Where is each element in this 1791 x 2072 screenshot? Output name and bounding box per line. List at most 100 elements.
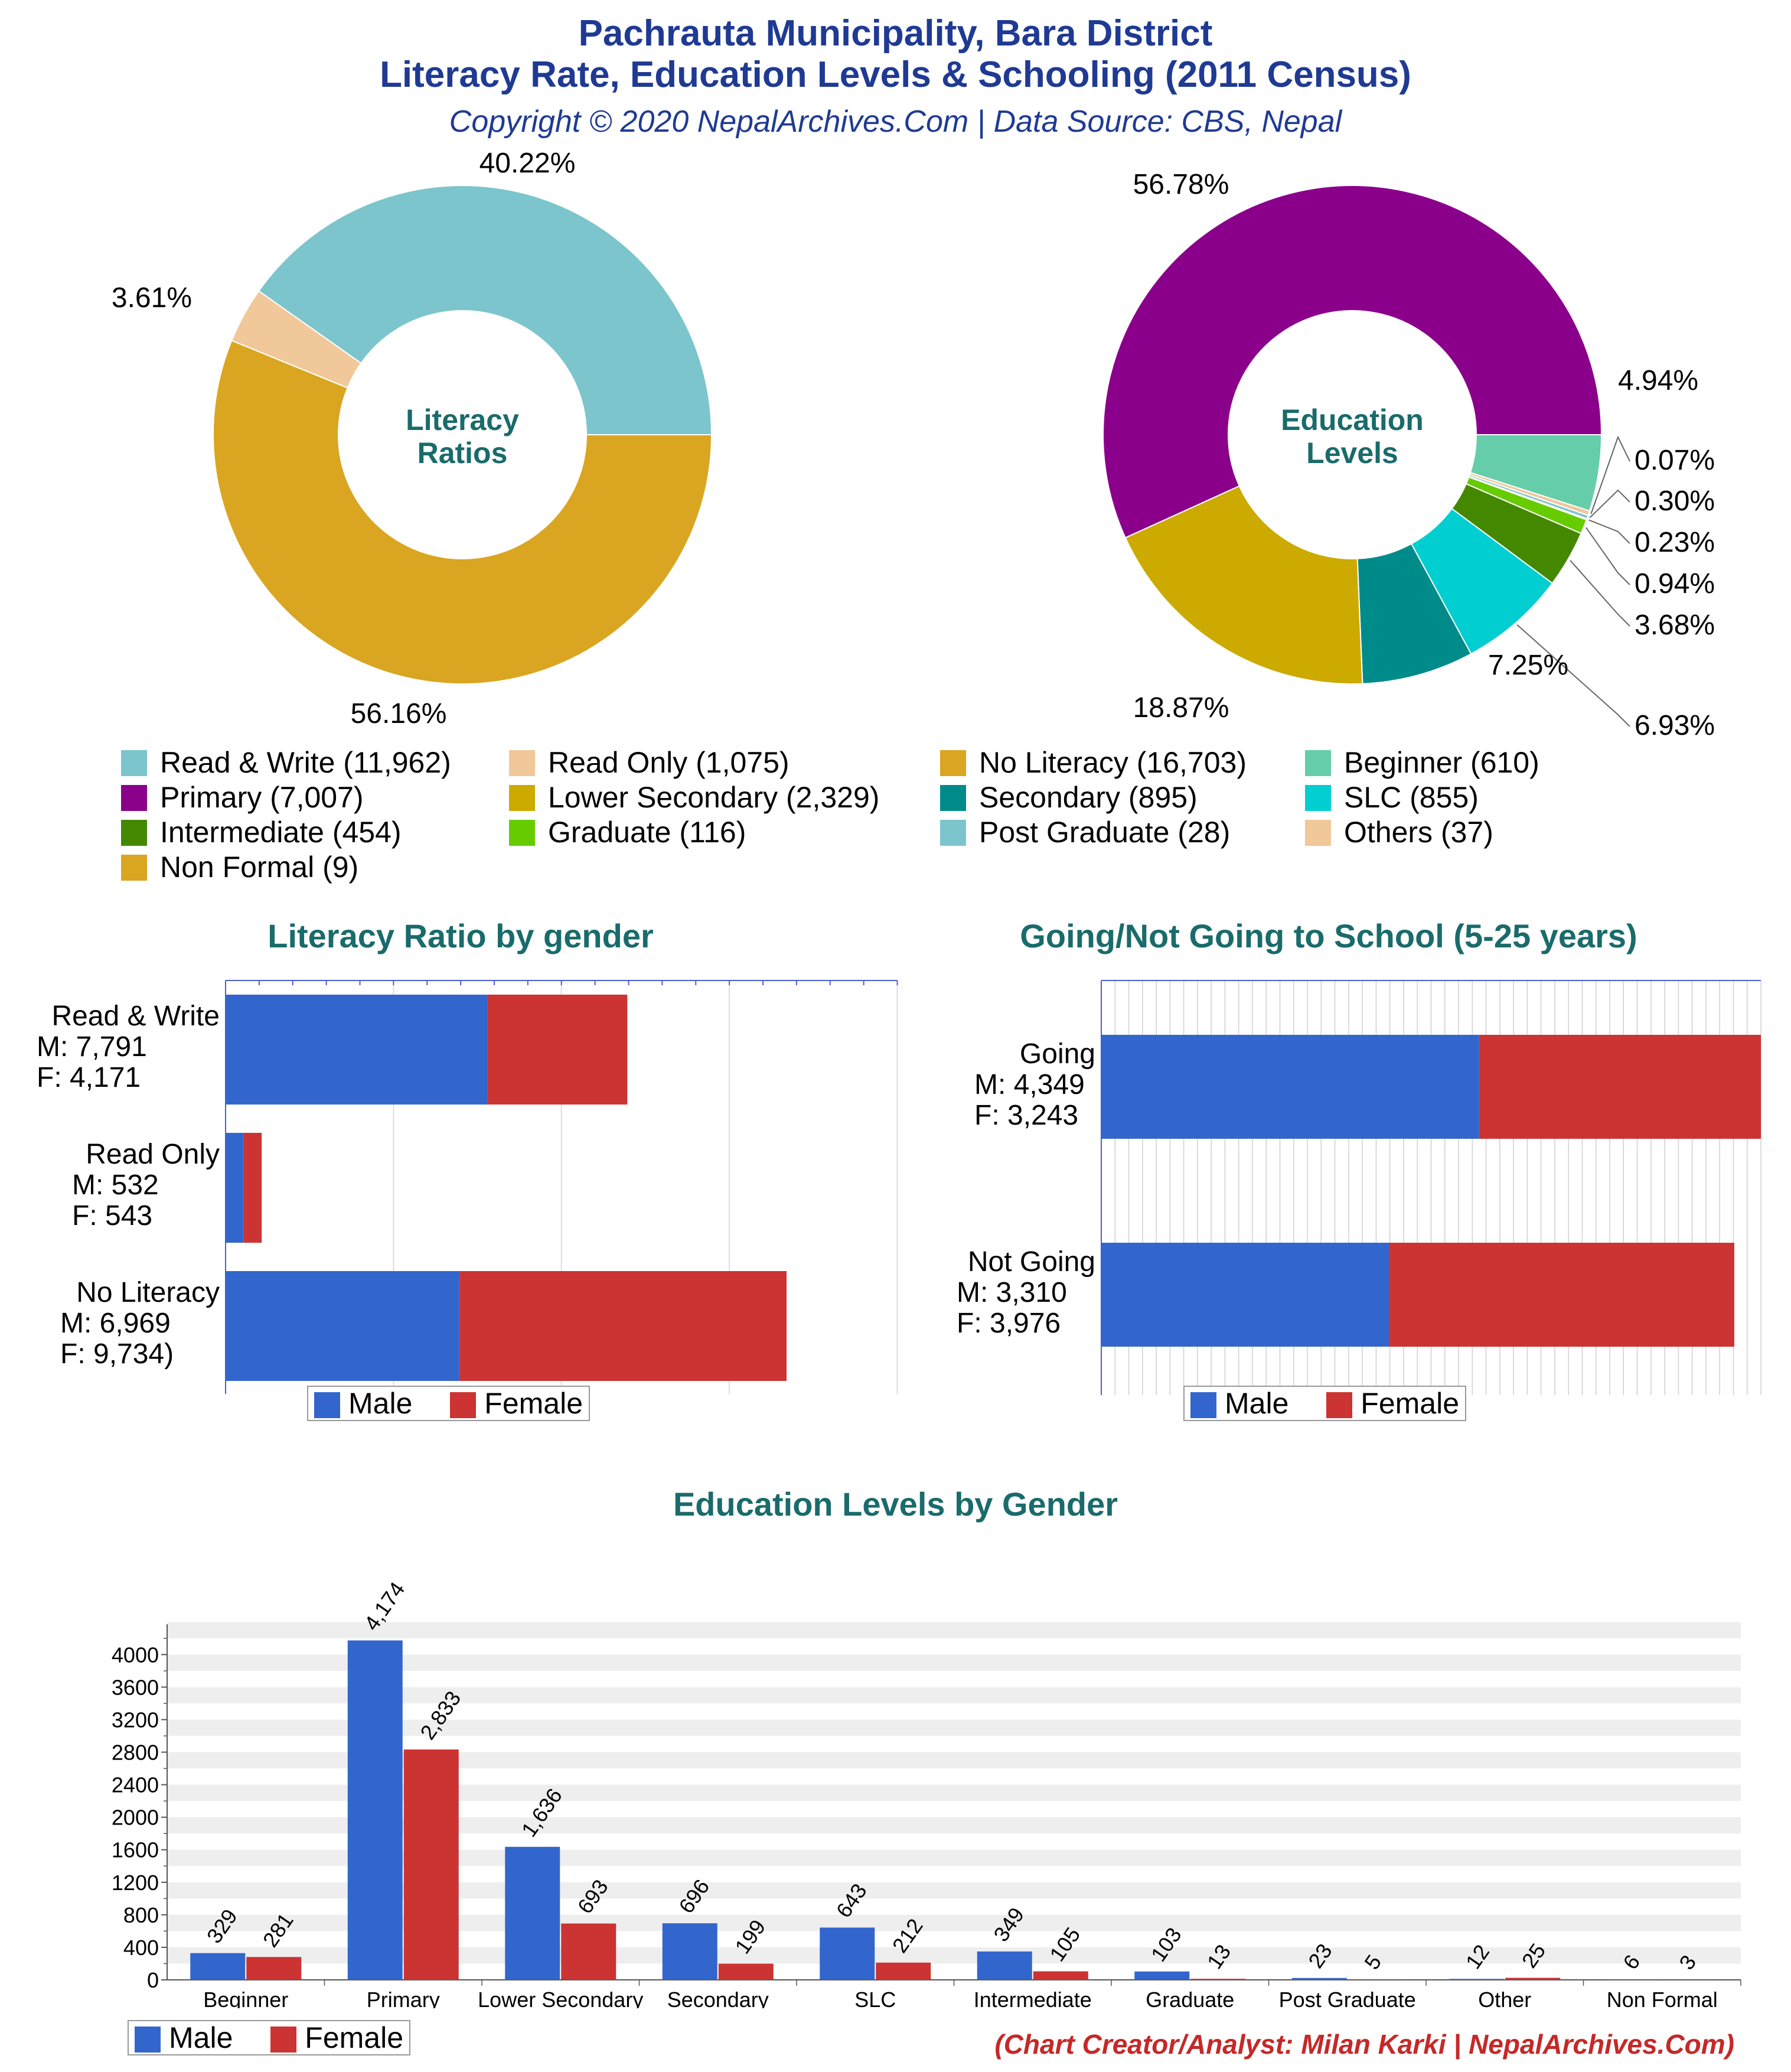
legend-label: Non Formal (9)	[160, 851, 359, 884]
literacy-gender-title: Literacy Ratio by gender	[267, 917, 654, 954]
leader-line	[1586, 527, 1630, 585]
legend-swatch	[509, 750, 535, 776]
bar-female	[1348, 1979, 1403, 1980]
grid-band	[167, 1784, 1741, 1801]
category-value-female: F: 4,171	[37, 1062, 141, 1093]
grid-band	[167, 1914, 1741, 1931]
legend-item: Others (37)	[1305, 815, 1493, 849]
category-label: Read Only	[86, 1139, 220, 1170]
legend-item: No Literacy (16,703)	[940, 745, 1247, 780]
legend-label: Read Only (1,075)	[548, 746, 790, 779]
legend-swatch	[1305, 820, 1331, 846]
leader-line	[1516, 624, 1630, 727]
female-swatch	[270, 2027, 297, 2053]
x-category-label: Beginner	[203, 1988, 288, 2008]
category-value-male: M: 7,791	[37, 1031, 147, 1063]
legend-male-label: Male	[1225, 1387, 1289, 1420]
category-label: No Literacy	[76, 1277, 220, 1308]
bar-female	[561, 1923, 616, 1980]
grid-band	[167, 1654, 1741, 1671]
leader-line	[1570, 560, 1630, 627]
legend-swatch	[940, 750, 966, 776]
slice-percent-label: 4.94%	[1618, 365, 1698, 396]
leader-line	[1590, 435, 1630, 514]
grid-band	[167, 1735, 1741, 1752]
bar-male	[1291, 1977, 1347, 1980]
grid-band	[167, 1703, 1741, 1720]
y-tick-label: 400	[123, 1936, 159, 1960]
grid-band	[167, 1931, 1741, 1947]
page-title-line2: Literacy Rate, Education Levels & School…	[380, 54, 1411, 95]
slice-percent-label: 56.78%	[1133, 169, 1229, 200]
donut-center-label: Ratios	[417, 436, 508, 470]
page-title: Pachrauta Municipality, Bara District	[578, 13, 1213, 54]
bar-female	[1033, 1971, 1088, 1980]
legend-swatch	[121, 855, 147, 881]
grid-band	[167, 1898, 1741, 1915]
slice-percent-label: 3.61%	[112, 282, 192, 314]
grid-band	[167, 1866, 1741, 1882]
legend-label: Lower Secondary (2,329)	[548, 781, 880, 814]
legend-swatch	[509, 820, 535, 846]
grid-band	[167, 1801, 1741, 1817]
legend-swatch	[940, 820, 966, 846]
bar-male	[347, 1640, 403, 1980]
bar-male	[1606, 1979, 1662, 1980]
legend-label: Graduate (116)	[548, 816, 746, 849]
category-value-female: F: 3,976	[957, 1308, 1061, 1339]
legend-swatch	[940, 785, 966, 811]
legend-item: Primary (7,007)	[121, 780, 364, 815]
category-value-male: M: 532	[72, 1169, 159, 1201]
grid-band	[167, 1752, 1741, 1769]
y-tick-label: 0	[147, 1968, 159, 1992]
legend-label: Secondary (895)	[979, 781, 1198, 814]
legend-item: SLC (855)	[1305, 780, 1479, 815]
bar-male	[977, 1951, 1032, 1980]
bar-male	[226, 995, 488, 1105]
category-value-male: M: 6,969	[60, 1308, 171, 1339]
y-tick-label: 2400	[112, 1773, 159, 1797]
leader-line	[1589, 489, 1630, 519]
grid-band	[167, 1719, 1741, 1736]
bar-female	[403, 1749, 459, 1980]
x-category-label: SLC	[854, 1988, 896, 2008]
slice-percent-label: 40.22%	[479, 148, 576, 179]
category-value-male: M: 4,349	[974, 1069, 1085, 1100]
donut-center-label: Education	[1281, 403, 1424, 436]
donut-slice-primary	[1102, 185, 1603, 539]
donut-slice-no-literacy	[213, 340, 713, 685]
leader-line	[1588, 519, 1630, 544]
bar-male	[226, 1271, 460, 1381]
x-category-label: Non Formal	[1607, 1988, 1718, 2008]
legend-item: Read & Write (11,962)	[121, 745, 451, 780]
grid-band	[167, 1882, 1741, 1899]
legend-item: Secondary (895)	[940, 780, 1198, 815]
y-tick-label: 3200	[112, 1708, 159, 1732]
school-legend: Male Female	[1183, 1386, 1467, 1421]
x-category-label: Intermediate	[974, 1988, 1092, 2008]
legend-label: Primary (7,007)	[160, 781, 364, 814]
legend-label: Post Graduate (28)	[979, 816, 1231, 849]
grid-band	[167, 1687, 1741, 1703]
grid-band	[167, 1817, 1741, 1834]
slice-percent-label: 6.93%	[1635, 710, 1715, 741]
bar-male	[505, 1846, 560, 1980]
legend-item: Post Graduate (28)	[940, 815, 1230, 849]
slice-percent-label: 56.16%	[351, 698, 447, 729]
x-category-label: Graduate	[1146, 1988, 1234, 2008]
category-value-female: F: 3,243	[974, 1100, 1078, 1131]
bar-female	[459, 1271, 787, 1381]
legend-swatch	[121, 750, 147, 776]
y-tick-label: 800	[123, 1903, 159, 1927]
grid-band	[167, 1963, 1741, 1980]
page-subtitle: Copyright © 2020 NepalArchives.Com | Dat…	[449, 105, 1342, 139]
bar-female	[1505, 1977, 1561, 1980]
legend-male-label: Male	[169, 2021, 233, 2054]
grid-band	[167, 1670, 1741, 1687]
legend-item: Graduate (116)	[509, 815, 746, 849]
bar-male	[1134, 1971, 1190, 1980]
legend-swatch	[509, 785, 535, 811]
